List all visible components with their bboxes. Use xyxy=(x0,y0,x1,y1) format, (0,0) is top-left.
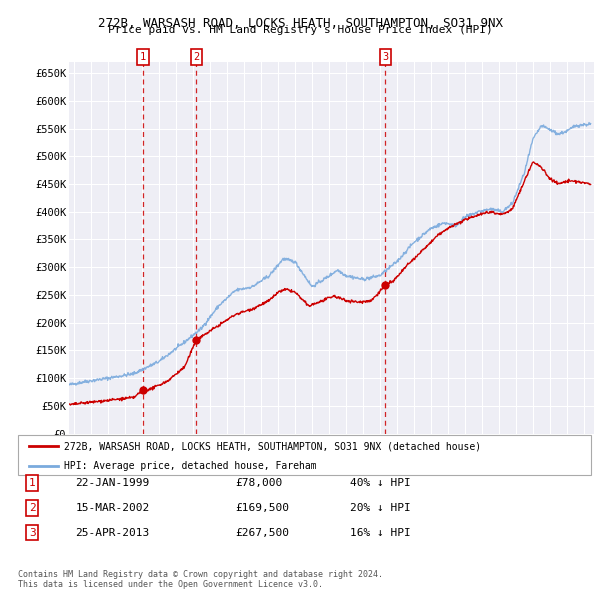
Text: 1: 1 xyxy=(29,478,36,488)
Text: Contains HM Land Registry data © Crown copyright and database right 2024.
This d: Contains HM Land Registry data © Crown c… xyxy=(18,570,383,589)
Text: 2: 2 xyxy=(29,503,36,513)
Text: 2: 2 xyxy=(193,52,200,62)
Text: 3: 3 xyxy=(29,527,36,537)
Text: 3: 3 xyxy=(382,52,388,62)
Text: Price paid vs. HM Land Registry's House Price Index (HPI): Price paid vs. HM Land Registry's House … xyxy=(107,25,493,35)
Text: 22-JAN-1999: 22-JAN-1999 xyxy=(76,478,149,488)
FancyBboxPatch shape xyxy=(18,435,591,475)
Text: 272B, WARSASH ROAD, LOCKS HEATH, SOUTHAMPTON, SO31 9NX: 272B, WARSASH ROAD, LOCKS HEATH, SOUTHAM… xyxy=(97,17,503,30)
Text: 16% ↓ HPI: 16% ↓ HPI xyxy=(350,527,411,537)
Text: 272B, WARSASH ROAD, LOCKS HEATH, SOUTHAMPTON, SO31 9NX (detached house): 272B, WARSASH ROAD, LOCKS HEATH, SOUTHAM… xyxy=(64,441,481,451)
Text: £169,500: £169,500 xyxy=(236,503,290,513)
Text: 20% ↓ HPI: 20% ↓ HPI xyxy=(350,503,411,513)
Text: HPI: Average price, detached house, Fareham: HPI: Average price, detached house, Fare… xyxy=(64,461,316,471)
Text: 1: 1 xyxy=(140,52,146,62)
Text: £267,500: £267,500 xyxy=(236,527,290,537)
Text: £78,000: £78,000 xyxy=(236,478,283,488)
Text: 15-MAR-2002: 15-MAR-2002 xyxy=(76,503,149,513)
Text: 25-APR-2013: 25-APR-2013 xyxy=(76,527,149,537)
Text: 40% ↓ HPI: 40% ↓ HPI xyxy=(350,478,411,488)
